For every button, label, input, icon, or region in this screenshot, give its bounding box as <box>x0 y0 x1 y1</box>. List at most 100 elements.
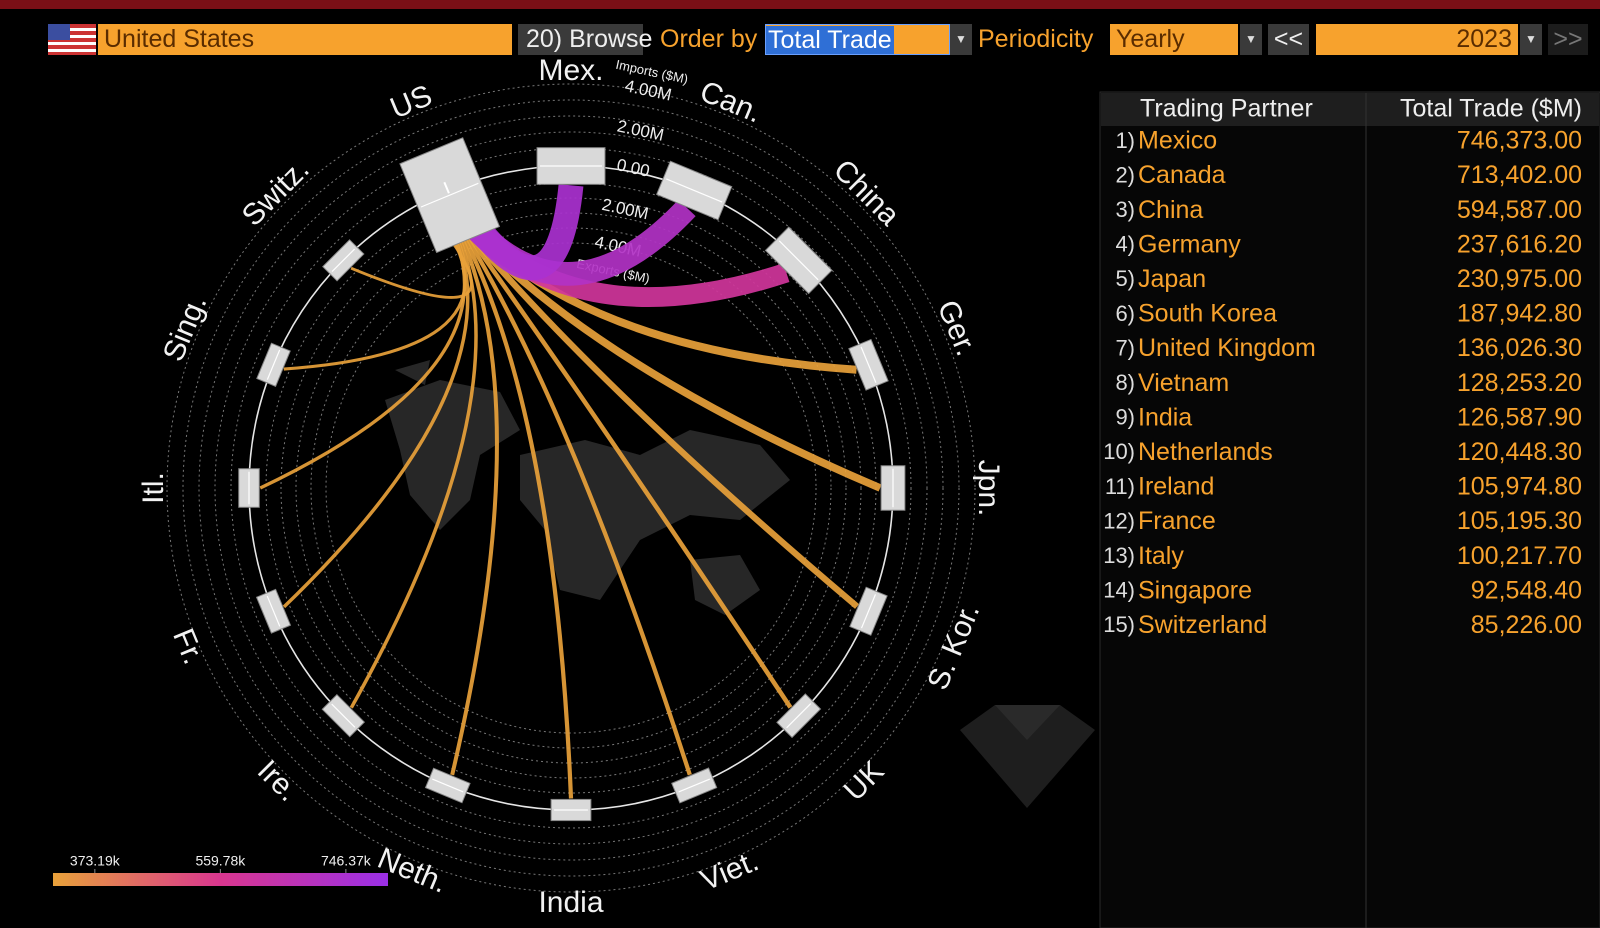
partner-node <box>880 465 906 511</box>
trade-chord <box>469 199 696 286</box>
dropdown-arrow[interactable]: ▼ <box>950 24 972 55</box>
next-button[interactable]: >> <box>1548 24 1588 55</box>
trade-chord <box>463 234 692 776</box>
flag <box>48 24 96 55</box>
row-rank: 7) <box>1115 335 1135 360</box>
scale-label: 2.00M <box>615 116 665 144</box>
partner-box <box>536 147 606 185</box>
partner-box <box>656 160 733 221</box>
box-divider <box>860 594 877 629</box>
trade-chord <box>349 237 478 709</box>
box-divider <box>786 703 812 729</box>
row-partner: Mexico <box>1138 127 1217 155</box>
box-divider <box>778 240 819 281</box>
row-partner: Canada <box>1138 161 1226 189</box>
partner-label: Can. <box>695 75 766 130</box>
periodicity-field[interactable]: Yearly <box>1110 24 1238 55</box>
partner-label: Fr. <box>166 624 210 669</box>
partner-node <box>764 226 833 295</box>
row-total-trade: 100,217.70 <box>1457 542 1582 570</box>
row-rank: 2) <box>1115 162 1135 187</box>
scale-ring <box>230 147 912 829</box>
row-total-trade: 120,448.30 <box>1457 438 1582 466</box>
partner-box <box>776 693 822 739</box>
row-total-trade: 237,616.20 <box>1457 230 1582 258</box>
dropdown-arrow[interactable]: ▼ <box>1240 24 1262 55</box>
scale-label: Exports ($M) <box>575 256 651 286</box>
order-by-label: Order by <box>660 25 758 53</box>
row-total-trade: 746,373.00 <box>1457 127 1582 155</box>
top-bar <box>0 0 1600 9</box>
legend-tick-label: 559.78k <box>195 853 246 869</box>
row-partner: Germany <box>1138 230 1241 258</box>
trade-chord <box>468 223 790 307</box>
legend-tick-label: 373.19k <box>70 853 121 869</box>
row-rank: 8) <box>1115 370 1135 395</box>
partner-node <box>656 160 733 221</box>
scale-label: 4.00M <box>593 232 643 260</box>
year-field[interactable]: 2023 <box>1316 24 1518 55</box>
partner-node <box>238 468 260 508</box>
world-map <box>385 360 790 615</box>
scale-ring <box>265 182 877 794</box>
row-total-trade: 92,548.40 <box>1471 576 1582 604</box>
partner-node <box>256 342 291 387</box>
box-divider <box>266 349 281 380</box>
box-divider <box>678 778 711 793</box>
row-rank: 5) <box>1115 266 1135 291</box>
trade-chord <box>465 232 793 709</box>
row-rank: 4) <box>1115 232 1135 257</box>
partner-box <box>322 239 365 282</box>
dropdown-arrow[interactable]: ▼ <box>1520 24 1542 55</box>
row-partner: Switzerland <box>1138 611 1267 639</box>
row-total-trade: 126,587.90 <box>1457 403 1582 431</box>
scale-label: 4.00M <box>623 76 673 104</box>
trade-chord <box>467 231 860 609</box>
box-divider <box>666 178 723 203</box>
box-divider <box>266 595 281 627</box>
scale-ring <box>325 242 817 734</box>
scale-ring <box>198 115 944 861</box>
table-header: Total Trade ($M) <box>1400 95 1582 123</box>
row-total-trade: 105,974.80 <box>1457 473 1582 501</box>
trade-chord <box>470 229 857 374</box>
partner-node <box>671 767 718 804</box>
partner-node <box>321 693 366 738</box>
scale-label: Imports ($M) <box>614 57 689 87</box>
row-total-trade: 136,026.30 <box>1457 334 1582 362</box>
scale-ring <box>166 83 976 893</box>
row-total-trade: 85,226.00 <box>1471 611 1582 639</box>
trade-chord <box>469 184 584 281</box>
scale-ring <box>182 99 960 877</box>
partner-label: Sing. <box>157 290 214 366</box>
row-total-trade: 594,587.00 <box>1457 196 1582 224</box>
row-partner: Netherlands <box>1138 438 1273 466</box>
partner-label: Jpn. <box>972 460 1005 517</box>
partner-node <box>848 338 889 391</box>
partner-label: S. Kor. <box>921 599 986 695</box>
order-by-value: Total Trade <box>766 26 894 54</box>
partner-label: Itl. <box>137 472 170 504</box>
scale-label: 2.00M <box>600 195 650 223</box>
trade-chord <box>282 237 470 609</box>
box-divider <box>331 703 356 728</box>
prev-button[interactable]: << <box>1268 24 1309 55</box>
watermark-slogan: KIẾN TẠO GIÁ TRỊ - CHIA SẺ THÀNH CÔNG <box>1112 793 1316 806</box>
browse-button[interactable]: 20) Browse <box>518 24 652 55</box>
trade-chord <box>450 236 499 776</box>
row-partner: Italy <box>1138 542 1184 570</box>
partner-box <box>849 586 888 636</box>
row-total-trade: 128,253.20 <box>1457 369 1582 397</box>
partner-box <box>424 767 471 804</box>
box-divider <box>860 346 877 383</box>
order-by-field[interactable]: Total Trade <box>765 24 950 55</box>
row-partner: United Kingdom <box>1138 334 1316 362</box>
country-field[interactable]: United States <box>98 24 512 55</box>
partner-box <box>880 465 906 511</box>
row-rank: 12) <box>1103 508 1135 533</box>
row-partner: Ireland <box>1138 473 1214 501</box>
home-box <box>399 137 501 254</box>
partner-label: UK <box>838 755 891 808</box>
table-panel: Trading Partner Total Trade ($M) <box>1099 91 1600 928</box>
row-rank: 13) <box>1103 543 1135 568</box>
